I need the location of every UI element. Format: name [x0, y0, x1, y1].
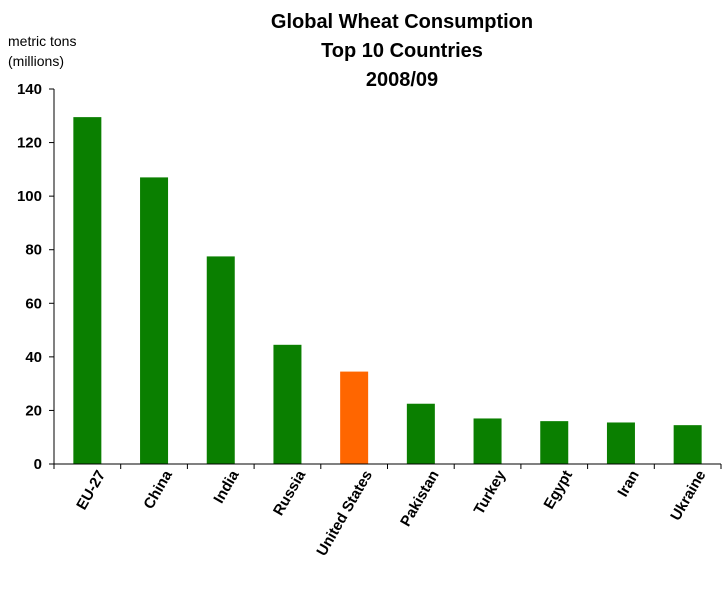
bar-eu-27: [73, 117, 102, 464]
y-tick-label: 140: [17, 81, 42, 98]
y-tick-label: 100: [17, 188, 42, 205]
category-label: Turkey: [471, 467, 510, 518]
bar-india: [206, 256, 235, 464]
bars-group: [73, 117, 702, 464]
category-label: Iran: [614, 468, 642, 500]
title-line-2: Top 10 Countries: [321, 40, 483, 62]
bar-iran: [606, 422, 635, 464]
bar-russia: [273, 344, 302, 464]
title-line-3: 2008/09: [366, 69, 438, 91]
y-tick-label: 80: [25, 242, 42, 259]
y-tick-label: 60: [25, 295, 42, 312]
x-axis-ticks: [53, 464, 722, 469]
category-label: Egypt: [541, 467, 577, 512]
category-label: China: [140, 467, 176, 512]
title-line-1: Global Wheat Consumption: [271, 11, 533, 33]
category-label: United States: [313, 468, 376, 560]
category-label: Ukraine: [667, 468, 709, 524]
unit-label-line-2: (millions): [8, 53, 64, 69]
category-label: Pakistan: [397, 468, 443, 530]
y-tick-label: 0: [34, 456, 42, 473]
bar-ukraine: [673, 425, 702, 464]
category-label: Russia: [270, 467, 310, 519]
y-axis-ticks: 0 20 40 60 80 100 120 140: [17, 81, 54, 473]
y-tick-label: 40: [25, 349, 42, 366]
bar-pakistan: [406, 403, 435, 464]
bar-united-states: [340, 371, 369, 464]
unit-label-line-1: metric tons: [8, 33, 76, 49]
category-labels: EU-27 China India Russia United States Pakist…: [73, 467, 709, 559]
chart-title: Global Wheat Consumption Top 10 Countrie…: [271, 11, 533, 91]
bar-egypt: [540, 421, 569, 464]
y-tick-label: 120: [17, 135, 42, 152]
bar-china: [140, 177, 169, 464]
y-tick-label: 20: [25, 402, 42, 419]
y-axis-unit-label: metric tons (millions): [8, 33, 76, 69]
bar-turkey: [473, 418, 502, 464]
category-label: India: [210, 467, 243, 506]
category-label: EU-27: [73, 468, 109, 513]
